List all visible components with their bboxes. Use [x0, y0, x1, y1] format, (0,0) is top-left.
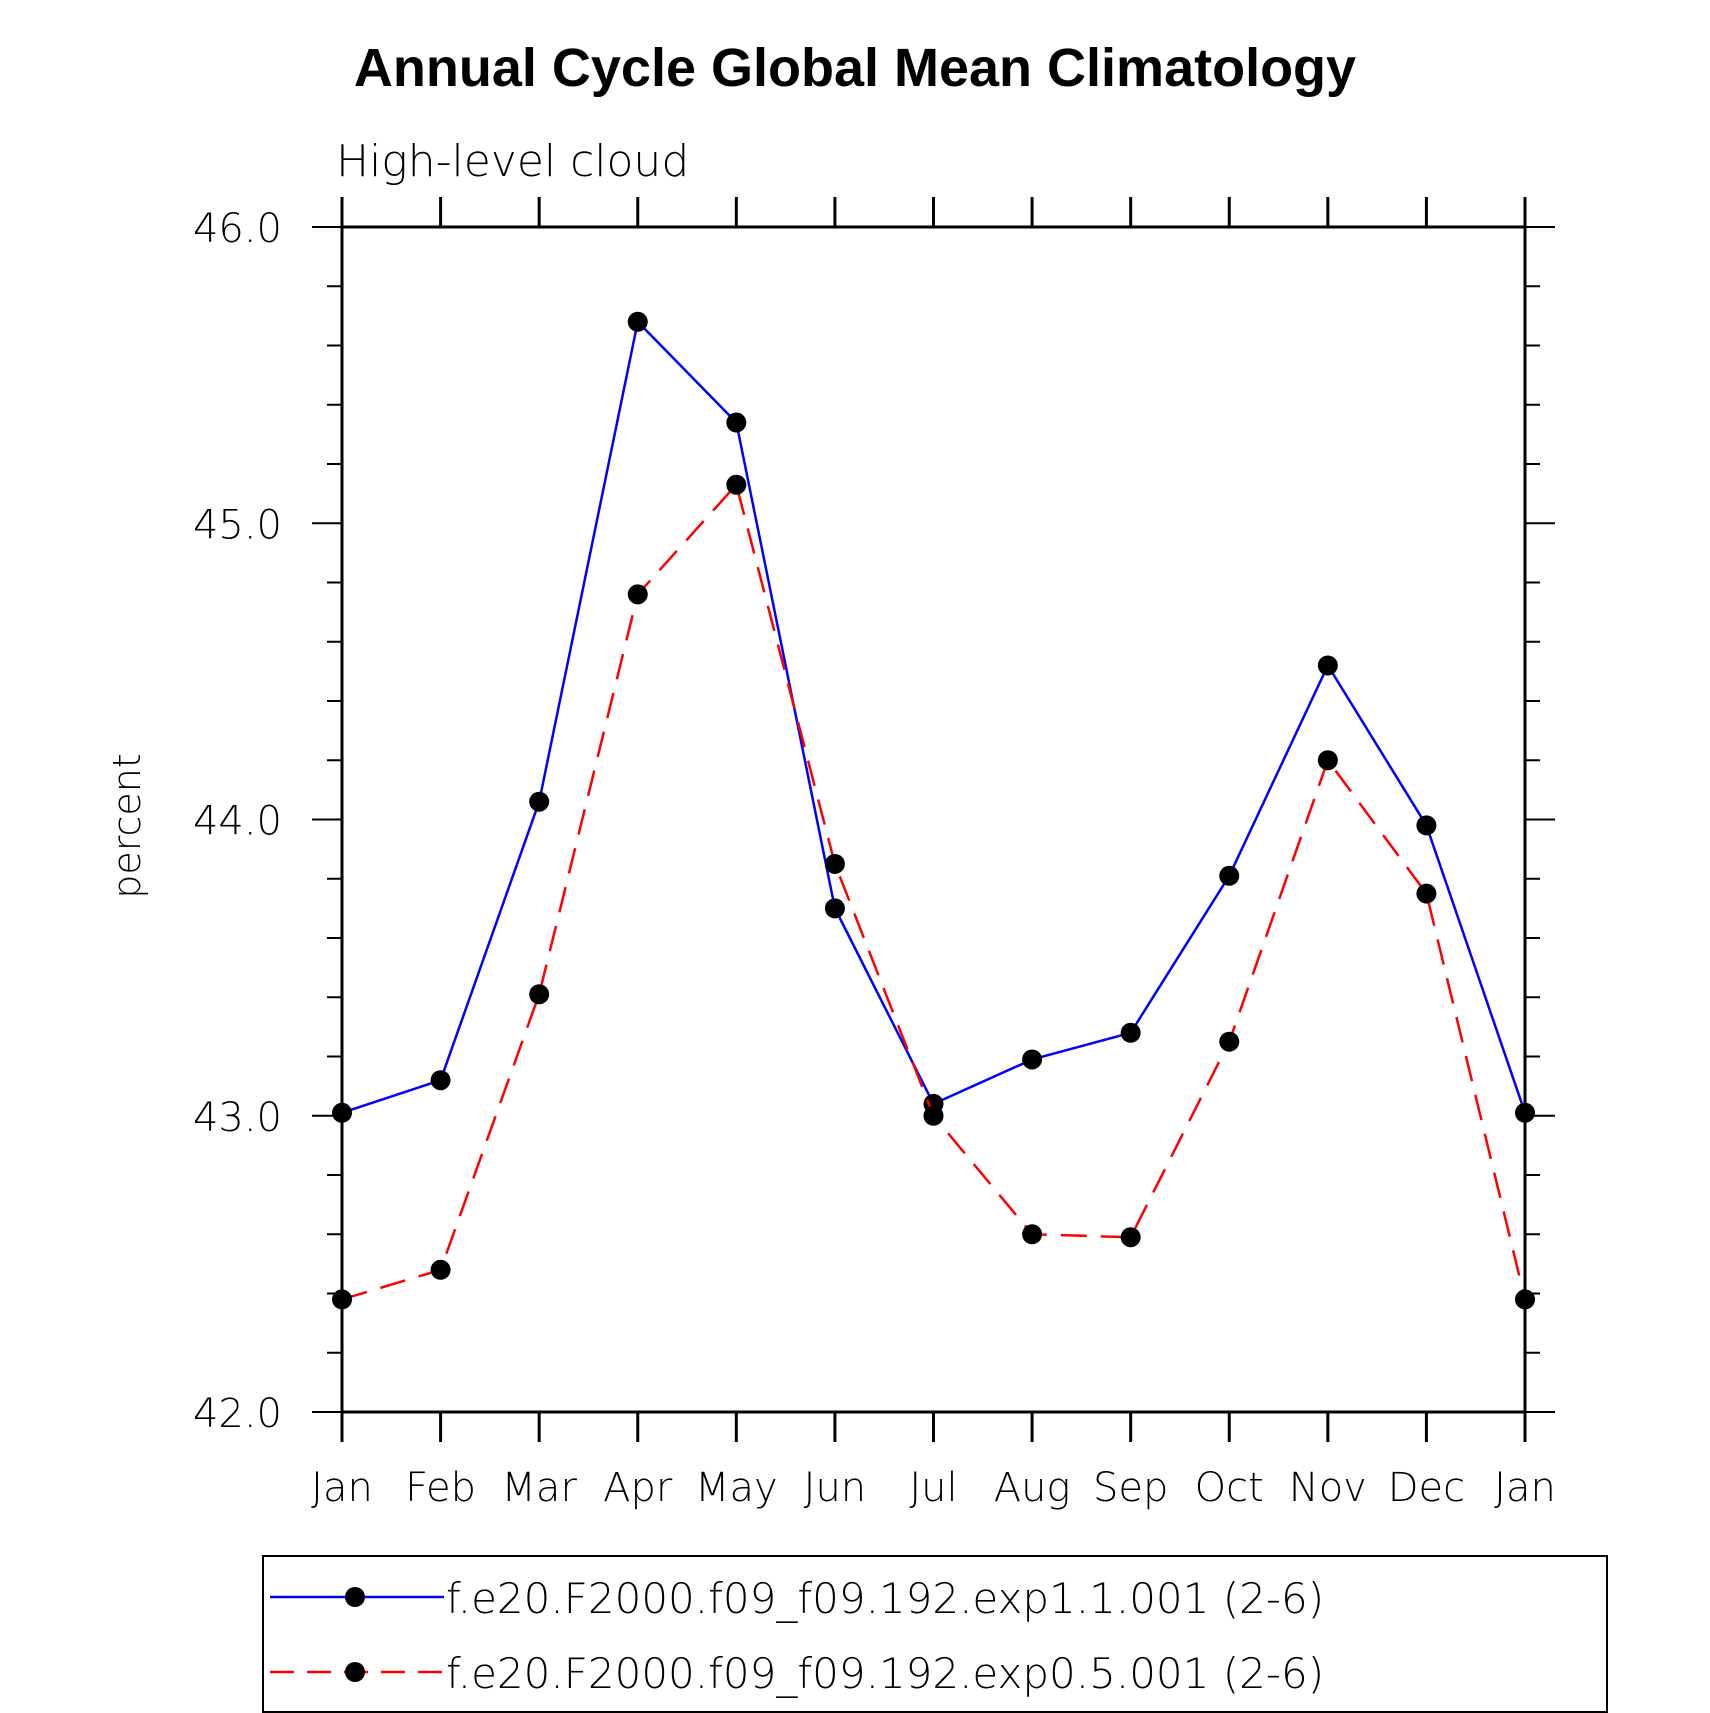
data-point: [1120, 1227, 1141, 1248]
data-point: [430, 1070, 451, 1091]
data-point: [1416, 883, 1437, 904]
data-point: [1022, 1049, 1043, 1070]
data-point: [430, 1259, 451, 1280]
data-point: [1317, 655, 1338, 676]
legend-box: [262, 1555, 1608, 1713]
legend: f.e20.F2000.f09_f09.192.exp1.1.001 (2-6)…: [262, 1555, 1608, 1713]
x-tick-label: Jan: [311, 1465, 373, 1511]
chart-subtitle: High-level cloud: [336, 136, 689, 187]
series-1: [332, 311, 1535, 1123]
data-point: [923, 1105, 944, 1126]
legend-label: f.e20.F2000.f09_f09.192.exp0.5.001 (2-6): [446, 1649, 1324, 1698]
plot-frame: [340, 225, 1527, 1414]
y-tick-label: 43.0: [193, 1095, 282, 1141]
legend-label: f.e20.F2000.f09_f09.192.exp1.1.001 (2-6): [446, 1574, 1324, 1623]
x-tick-label: Sep: [1093, 1465, 1168, 1511]
y-tick-label: 44.0: [193, 799, 282, 845]
data-point: [1120, 1022, 1141, 1043]
data-point: [824, 853, 845, 874]
x-tick-label: Oct: [1195, 1465, 1264, 1511]
data-point: [1022, 1224, 1043, 1245]
data-point: [1219, 1031, 1240, 1052]
x-tick-label: Apr: [603, 1465, 673, 1511]
data-point: [529, 984, 550, 1005]
data-point: [726, 474, 747, 495]
y-tick-label: 42.0: [193, 1391, 282, 1437]
series-layer: [332, 311, 1535, 1310]
data-point: [529, 791, 550, 812]
chart-title: Annual Cycle Global Mean Climatology: [354, 38, 1356, 98]
x-tick-label: Aug: [994, 1465, 1071, 1511]
x-tick-label: Jul: [909, 1465, 957, 1511]
data-point: [627, 311, 648, 332]
y-tick-label: 46.0: [193, 206, 282, 252]
y-tick-label: 45.0: [193, 502, 282, 548]
data-point: [332, 1102, 352, 1123]
y-axis-label: percent: [105, 753, 149, 899]
data-point: [1515, 1289, 1535, 1310]
data-point: [1515, 1102, 1535, 1123]
axes-layer: Jan Feb Mar Apr May Jun Jul Aug Sep Oct Nov Dec Jan 4…: [193, 197, 1556, 1511]
data-point: [332, 1289, 352, 1310]
data-point: [1416, 815, 1437, 836]
data-point: [1317, 750, 1338, 771]
x-tick-label: Jan: [1494, 1465, 1556, 1511]
series-line: [341, 320, 1527, 1114]
x-tick-label: Mar: [501, 1465, 577, 1511]
series-line: [341, 483, 1527, 1301]
legend-marker: [345, 1662, 365, 1682]
x-tick-label: Jun: [804, 1465, 867, 1511]
data-point: [1219, 865, 1240, 886]
x-tick-label: Nov: [1289, 1465, 1367, 1511]
data-point: [726, 412, 747, 433]
x-tick-label: Dec: [1388, 1465, 1465, 1511]
data-point: [627, 584, 648, 605]
data-point: [824, 898, 845, 919]
x-tick-label: May: [695, 1465, 778, 1511]
legend-marker: [345, 1587, 365, 1607]
x-tick-label: Feb: [405, 1465, 476, 1511]
series-2: [332, 474, 1535, 1310]
